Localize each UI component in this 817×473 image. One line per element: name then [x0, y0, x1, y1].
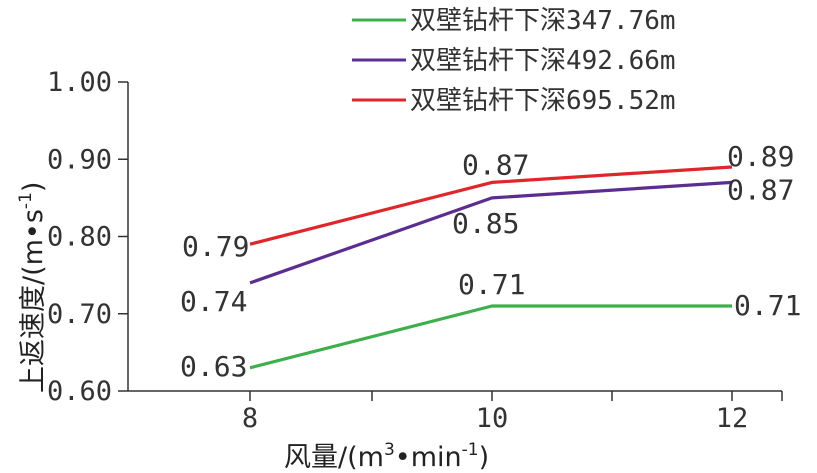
y-tick-label: 0.60 [47, 376, 112, 407]
series-line-1 [249, 304, 732, 370]
x-axis-title: 风量/(m3•min-1) [284, 440, 489, 473]
data-label-series-1: 0.71 [458, 268, 525, 301]
y-tick-label: 1.00 [47, 67, 112, 98]
y-axis-title: 上返速度/(m•s-1) [16, 182, 49, 393]
series-line-3 [249, 165, 733, 246]
x-tick-label: 10 [476, 403, 509, 434]
y-axis-ticks: 0.60 0.70 0.80 0.90 1.00 [47, 67, 128, 407]
y-tick-label: 0.80 [47, 222, 112, 253]
legend-label-series-2: 双壁钻杆下深492.66m [410, 46, 676, 76]
x-axis-ticks: 8 10 12 [242, 391, 783, 434]
legend: 双壁钻杆下深347.76m 双壁钻杆下深492.66m 双壁钻杆下深695.52… [352, 6, 676, 116]
series-line-2 [249, 180, 733, 285]
data-label-series-2: 0.85 [452, 207, 519, 240]
x-tick-label: 12 [716, 403, 749, 434]
data-label-series-2: 0.87 [727, 173, 794, 206]
data-label-series-1: 0.71 [734, 289, 801, 322]
data-label-series-3: 0.87 [462, 148, 529, 181]
x-tick-label: 8 [242, 403, 258, 434]
data-label-series-2: 0.74 [180, 285, 247, 318]
legend-label-series-3: 双壁钻杆下深695.52m [410, 86, 676, 116]
data-label-series-3: 0.89 [727, 140, 794, 173]
y-tick-label: 0.70 [47, 299, 112, 330]
y-tick-label: 0.90 [47, 144, 112, 175]
legend-label-series-1: 双壁钻杆下深347.76m [410, 6, 676, 36]
data-labels: 0.630.710.710.740.850.870.790.87 0.89 [180, 140, 801, 383]
series-lines [249, 165, 733, 370]
data-label-series-3: 0.79 [182, 230, 249, 263]
data-label-series-1: 0.63 [180, 350, 247, 383]
